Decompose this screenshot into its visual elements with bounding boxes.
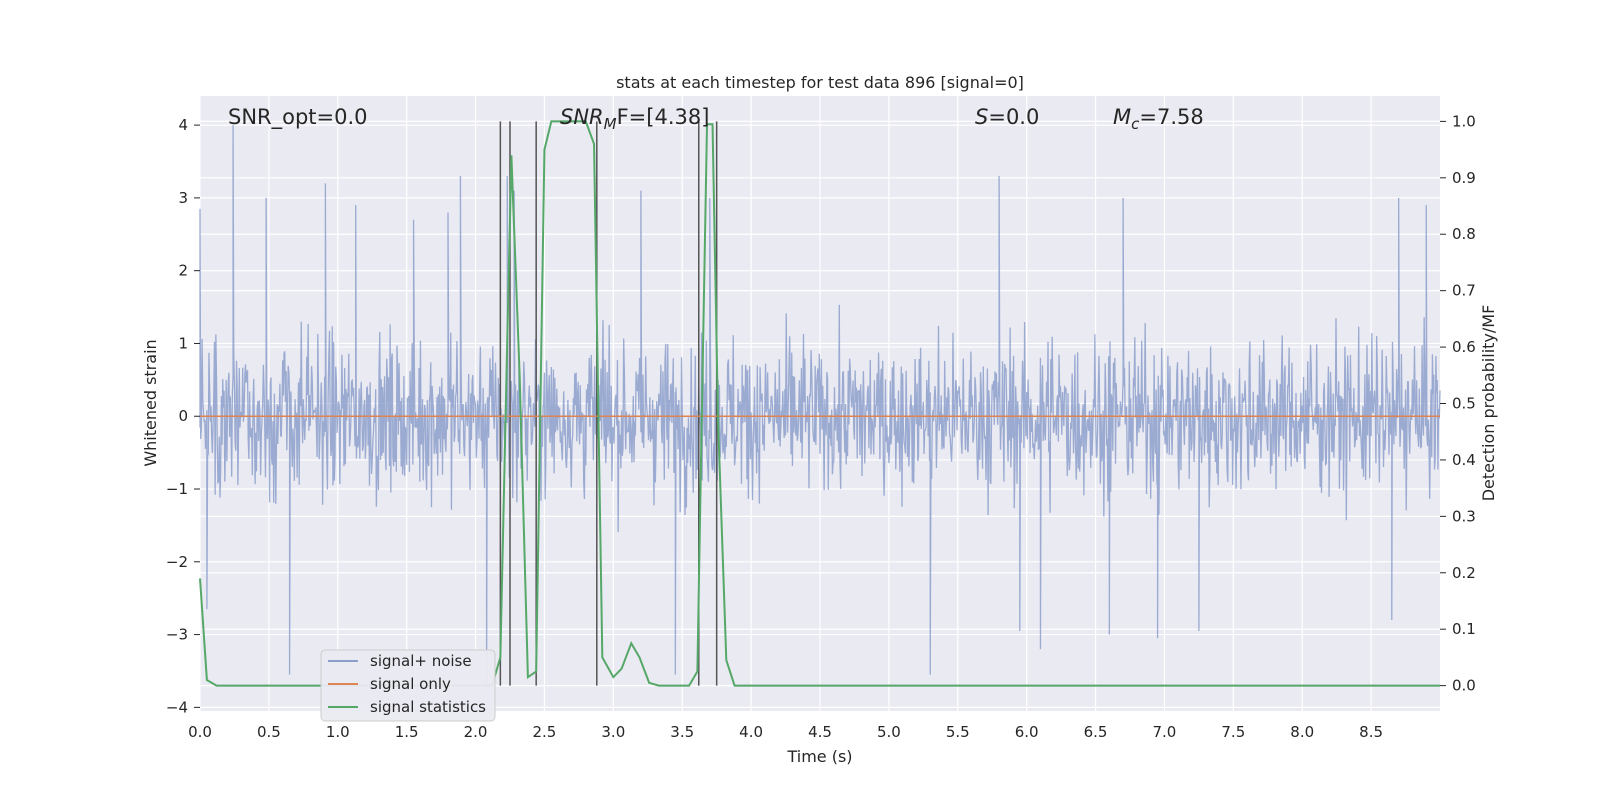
- y2-tick-label: 0.3: [1452, 507, 1476, 525]
- series-signal-noise: [199, 125, 1441, 686]
- x-tick-label: 8.0: [1290, 723, 1314, 741]
- y-tick-label: −2: [166, 553, 188, 571]
- y-tick-label: 2: [178, 262, 188, 280]
- x-tick-label: 2.0: [464, 723, 488, 741]
- y2-tick-label: 0.8: [1452, 225, 1476, 243]
- chart-title: stats at each timestep for test data 896…: [616, 73, 1024, 92]
- annotation-mc-value: =7.58: [1139, 105, 1203, 129]
- annotation-snr-mf-symbol: SNR: [560, 105, 604, 129]
- y2-tick-label: 1.0: [1452, 112, 1476, 130]
- x-tick-label: 6.0: [1015, 723, 1039, 741]
- x-tick-label: 0.0: [188, 723, 212, 741]
- legend-label-signal-statistics: signal statistics: [370, 698, 486, 716]
- y2-tick-label: 0.6: [1452, 338, 1476, 356]
- y2-tick-label: 0.4: [1452, 451, 1476, 469]
- annotation-s-value: =0.0: [988, 105, 1039, 129]
- x-tick-label: 3.0: [601, 723, 625, 741]
- y-tick-label: −3: [166, 626, 188, 644]
- y-tick-label: −1: [166, 480, 188, 498]
- x-tick-label: 8.5: [1359, 723, 1383, 741]
- y2-tick-label: 0.5: [1452, 395, 1476, 413]
- annotation-snr-mf-subscript: M: [604, 115, 617, 133]
- x-axis-label: Time (s): [786, 747, 852, 766]
- legend-label-signal-only: signal only: [370, 675, 451, 693]
- annotation-mc: Mc=7.58: [1113, 105, 1204, 133]
- x-tick-label: 5.5: [946, 723, 970, 741]
- x-tick-label: 4.5: [808, 723, 832, 741]
- legend: signal+ noise signal only signal statist…: [320, 649, 496, 722]
- y2-tick-label: 0.2: [1452, 564, 1476, 582]
- y-axis-label: Whitened strain: [141, 339, 160, 466]
- grid-y: [200, 124, 1440, 708]
- x-tick-label: 5.0: [877, 723, 901, 741]
- y2-tick-label: 0.1: [1452, 620, 1476, 638]
- x-tick-label: 7.5: [1221, 723, 1245, 741]
- x-tick-label: 3.5: [670, 723, 694, 741]
- x-tick-label: 0.5: [257, 723, 281, 741]
- x-tick-label: 7.0: [1153, 723, 1177, 741]
- y2-tick-label: 0.9: [1452, 169, 1476, 187]
- y-tick-label: 1: [178, 334, 188, 352]
- y2-axis-label: Detection probability/MF: [1479, 305, 1498, 502]
- x-tick-label: 6.5: [1084, 723, 1108, 741]
- noise-series: [199, 125, 1441, 686]
- y-tick-label: 0: [178, 407, 188, 425]
- annotation-mc-subscript: c: [1131, 115, 1140, 133]
- annotation-snr-mf-value: F=[4.38]: [617, 105, 710, 129]
- y-tick-label: −4: [166, 698, 188, 716]
- x-tick-label: 2.5: [533, 723, 557, 741]
- legend-box: [320, 649, 496, 722]
- y2-tick-label: 0.0: [1452, 677, 1476, 695]
- x-tick-label: 4.0: [739, 723, 763, 741]
- y2-ticks: 0.0 0.1 0.2 0.3 0.4 0.5 0.6 0.7 0.8 0.9 1.0: [1440, 112, 1476, 695]
- x-ticks: 0.0 0.5 1.0 1.5 2.0 2.5 3.0 3.5 4.0 4.5 5.0 5.5 6.0 6…: [188, 723, 1383, 741]
- annotation-snr-mf: SNRMF=[4.38]: [560, 105, 709, 133]
- x-tick-label: 1.5: [395, 723, 419, 741]
- annotation-s-symbol: S: [975, 105, 988, 129]
- y-tick-label: 3: [178, 189, 188, 207]
- legend-label-signal-noise: signal+ noise: [370, 652, 472, 670]
- y-tick-label: 4: [178, 116, 188, 134]
- line-series: [199, 120, 1440, 687]
- annotation-mc-symbol: M: [1113, 105, 1131, 129]
- x-tick-label: 1.0: [326, 723, 350, 741]
- annotation-snr-opt: SNR_opt=0.0: [228, 105, 368, 130]
- y2-tick-label: 0.7: [1452, 282, 1476, 300]
- y-ticks: −4 −3 −2 −1 0 1 2 3 4: [166, 116, 200, 716]
- series-signal-statistics: [199, 120, 1440, 687]
- annotation-s: S=0.0: [975, 105, 1039, 129]
